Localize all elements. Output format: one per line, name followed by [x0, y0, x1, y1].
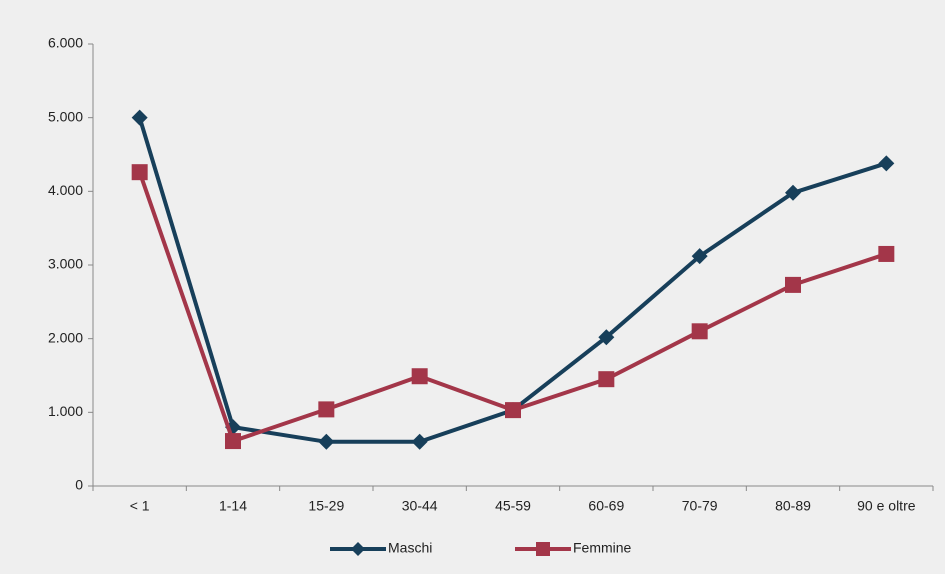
y-tick-label: 0 [75, 477, 83, 493]
x-tick-label: 90 e oltre [857, 498, 916, 514]
legend-label: Maschi [388, 540, 432, 556]
marker [318, 433, 335, 450]
x-tick-label: 70-79 [682, 498, 718, 514]
y-tick-label: 5.000 [48, 108, 83, 124]
marker [225, 433, 241, 450]
legend-marker [351, 542, 365, 556]
x-tick-label: 15-29 [308, 498, 344, 514]
x-tick-label: 60-69 [588, 498, 624, 514]
marker [411, 433, 428, 450]
marker [878, 245, 895, 262]
marker [318, 401, 335, 418]
x-tick-label: < 1 [130, 498, 150, 514]
marker [411, 368, 428, 385]
y-tick-label: 1.000 [48, 403, 83, 419]
y-tick-label: 2.000 [48, 329, 83, 345]
legend-label: Femmine [573, 540, 632, 556]
x-tick-label: 30-44 [402, 498, 438, 514]
y-tick-label: 6.000 [48, 35, 83, 51]
marker [598, 371, 615, 388]
marker [131, 164, 148, 181]
marker [505, 402, 521, 419]
marker [878, 155, 895, 172]
x-tick-label: 1-14 [219, 498, 247, 514]
x-tick-label: 80-89 [775, 498, 811, 514]
marker [691, 323, 708, 340]
marker [785, 184, 801, 201]
y-tick-label: 4.000 [48, 182, 83, 198]
y-tick-label: 3.000 [48, 256, 83, 272]
marker [691, 248, 708, 265]
marker [785, 276, 801, 293]
marker [598, 329, 615, 346]
x-tick-label: 45-59 [495, 498, 531, 514]
legend-marker [536, 542, 550, 556]
marker [131, 109, 148, 126]
